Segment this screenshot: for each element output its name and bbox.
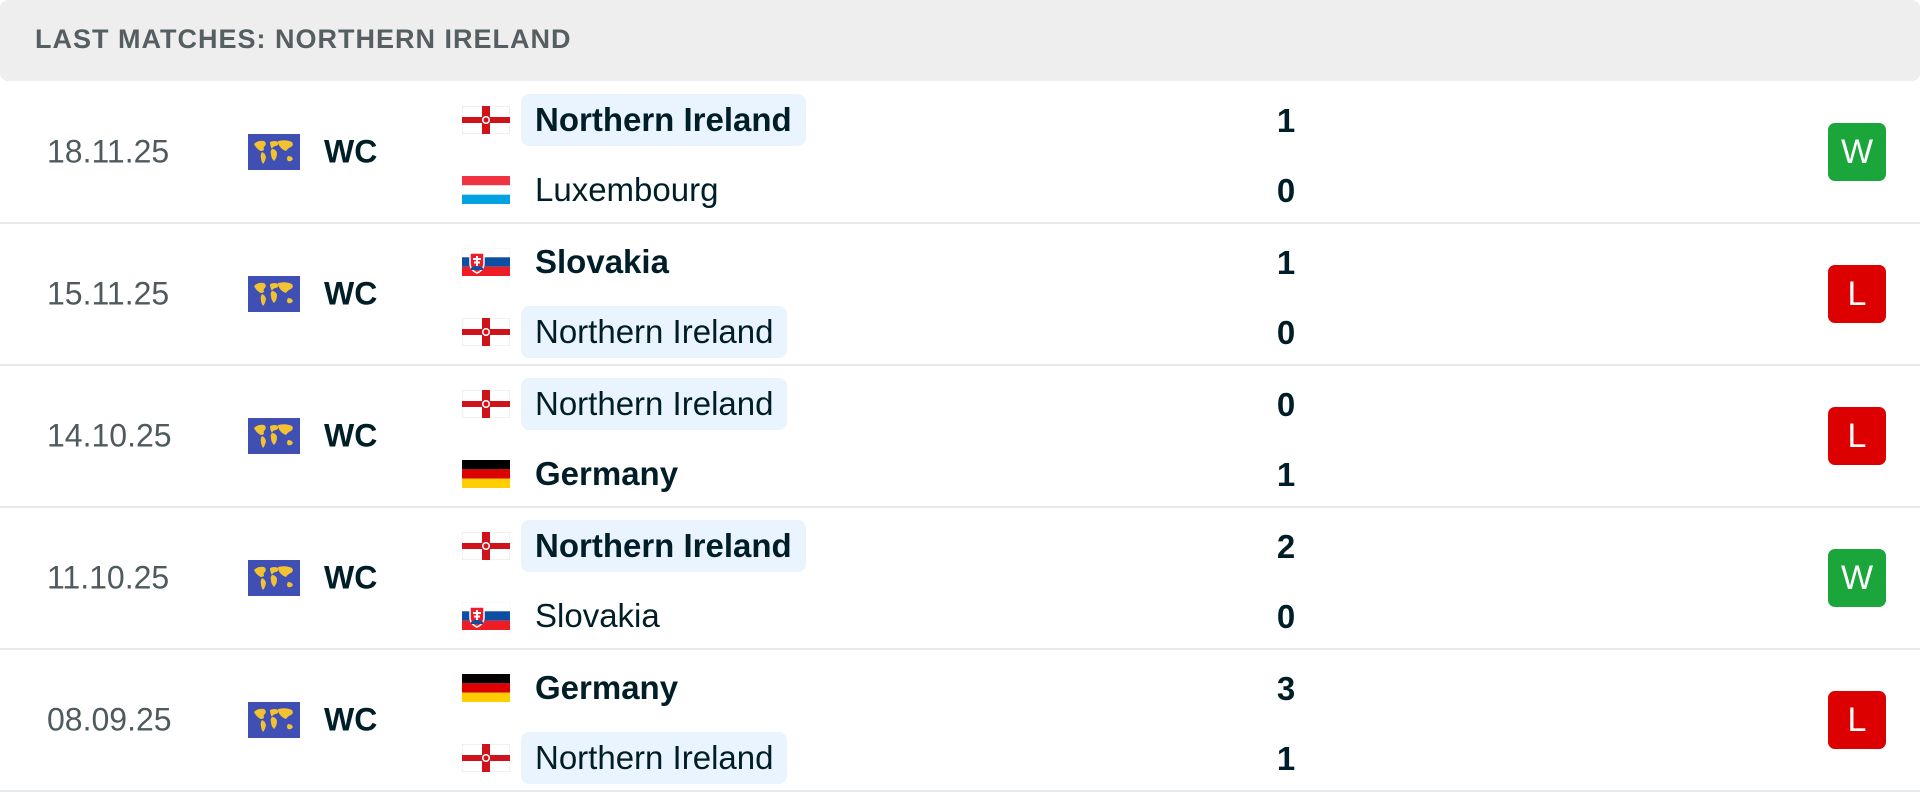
result-badge: L: [1828, 691, 1886, 749]
away-team-name[interactable]: Slovakia: [535, 597, 660, 634]
result-badge: W: [1828, 123, 1886, 181]
home-score: 1: [1276, 244, 1296, 281]
home-team: Northern Ireland: [462, 378, 1362, 430]
germany-flag-icon: [462, 674, 510, 702]
home-team-name[interactable]: Northern Ireland: [521, 520, 806, 572]
match-date: 08.09.25: [47, 701, 172, 738]
competition-name[interactable]: WC: [324, 417, 378, 454]
home-team: Germany: [462, 662, 1362, 714]
home-team: Northern Ireland: [462, 94, 1362, 146]
match-date: 11.10.25: [47, 559, 170, 596]
away-score: 0: [1276, 314, 1296, 351]
away-team: Northern Ireland: [462, 732, 1362, 784]
away-score: 0: [1276, 172, 1296, 209]
world-map-flag-icon: [248, 418, 300, 454]
luxembourg-flag-icon: [462, 176, 510, 204]
header-title: LAST MATCHES: NORTHERN IRELAND: [35, 24, 572, 54]
northern-ireland-flag-icon: [462, 318, 510, 346]
slovakia-flag-icon: [462, 248, 510, 276]
northern-ireland-flag-icon: [462, 390, 510, 418]
away-score: 1: [1276, 740, 1296, 777]
match-row[interactable]: 18.11.25 WC Northern Ireland 1 Luxembourg 0 W: [0, 82, 1920, 224]
match-row[interactable]: 15.11.25 WC Slovakia 1 Northern Ireland 0 L: [0, 224, 1920, 366]
away-team: Northern Ireland: [462, 306, 1362, 358]
home-team-name[interactable]: Germany: [535, 669, 679, 706]
home-score: 1: [1276, 102, 1296, 139]
section-header: LAST MATCHES: NORTHERN IRELAND: [0, 0, 1920, 81]
home-team-name[interactable]: Northern Ireland: [521, 94, 806, 146]
home-team: Northern Ireland: [462, 520, 1362, 572]
result-badge: W: [1828, 549, 1886, 607]
away-team-name[interactable]: Luxembourg: [535, 171, 719, 208]
home-team: Slovakia: [462, 236, 1362, 288]
competition-name[interactable]: WC: [324, 133, 378, 170]
away-score: 1: [1276, 456, 1296, 493]
competition-name[interactable]: WC: [324, 275, 378, 312]
home-score: 0: [1276, 386, 1296, 423]
away-team-name[interactable]: Northern Ireland: [521, 732, 788, 784]
northern-ireland-flag-icon: [462, 532, 510, 560]
germany-flag-icon: [462, 460, 510, 488]
away-team-name[interactable]: Germany: [535, 455, 679, 492]
match-date: 15.11.25: [47, 275, 170, 312]
world-map-flag-icon: [248, 702, 300, 738]
world-map-flag-icon: [248, 134, 300, 170]
home-score: 3: [1276, 670, 1296, 707]
home-score: 2: [1276, 528, 1296, 565]
match-row[interactable]: 14.10.25 WC Northern Ireland 0 Germany 1 L: [0, 366, 1920, 508]
competition-name[interactable]: WC: [324, 559, 378, 596]
away-team-name[interactable]: Northern Ireland: [521, 306, 788, 358]
slovakia-flag-icon: [462, 602, 510, 630]
result-badge: L: [1828, 265, 1886, 323]
match-row[interactable]: 11.10.25 WC Northern Ireland 2 Slovakia 0 W: [0, 508, 1920, 650]
world-map-flag-icon: [248, 276, 300, 312]
competition-name[interactable]: WC: [324, 701, 378, 738]
match-date: 14.10.25: [47, 417, 172, 454]
world-map-flag-icon: [248, 560, 300, 596]
home-team-name[interactable]: Slovakia: [535, 243, 669, 280]
away-team: Slovakia: [462, 590, 1362, 642]
away-team: Germany: [462, 448, 1362, 500]
match-date: 18.11.25: [47, 133, 170, 170]
match-row[interactable]: 08.09.25 WC Germany 3 Northern Ireland 1 L: [0, 650, 1920, 792]
result-badge: L: [1828, 407, 1886, 465]
away-team: Luxembourg: [462, 164, 1362, 216]
away-score: 0: [1276, 598, 1296, 635]
home-team-name[interactable]: Northern Ireland: [521, 378, 788, 430]
northern-ireland-flag-icon: [462, 744, 510, 772]
northern-ireland-flag-icon: [462, 106, 510, 134]
